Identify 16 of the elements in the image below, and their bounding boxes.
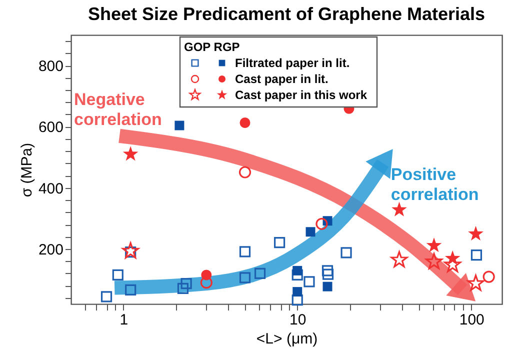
y-tick-label: 600 <box>38 119 64 136</box>
annotation: Negative correlation <box>74 90 162 129</box>
y-tick-label: 400 <box>38 180 64 198</box>
legend-label: Cast paper in this work <box>235 88 368 102</box>
legend-label: Cast paper in lit. <box>235 72 328 86</box>
y-tick-label: 800 <box>38 58 64 76</box>
legend-label: Filtrated paper in lit. <box>235 56 350 70</box>
x-tick-label: 100 <box>459 312 484 328</box>
x-axis-title: <L> (μm) <box>256 330 318 348</box>
legend-title: GOP RGP <box>184 40 240 54</box>
x-tick-label: 1 <box>120 312 128 328</box>
y-axis-title: σ (MPa) <box>18 142 36 198</box>
y-tick-label: 200 <box>38 241 64 258</box>
annotation: Positive correlation <box>390 165 479 204</box>
chart-title: Sheet Size Predicament of Graphene Materials <box>88 4 486 24</box>
x-tick-label: 10 <box>290 312 306 328</box>
